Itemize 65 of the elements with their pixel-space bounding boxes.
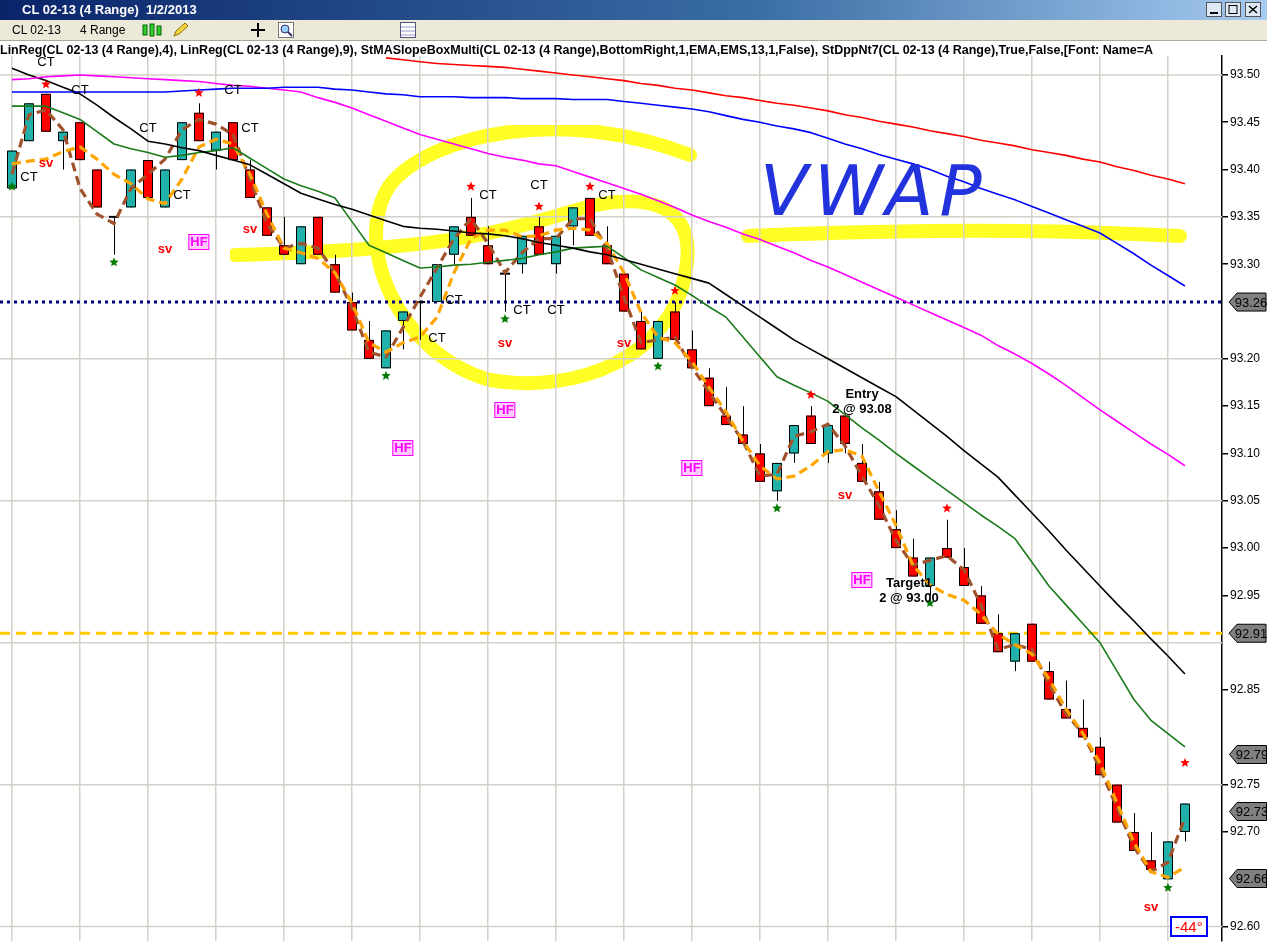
annotation: sv: [497, 335, 513, 350]
point: [806, 389, 816, 399]
ref-line-label: 92.91: [1234, 625, 1267, 641]
candlestick: [942, 519, 952, 559]
y-tick-label: 93.15: [1230, 398, 1261, 413]
text: CL 02-13: [12, 23, 61, 37]
point: [534, 201, 544, 211]
chart-title: CL 02-13 (4 Range) 1/2/2013: [22, 2, 197, 17]
y-tick-label: 92.75: [1230, 776, 1261, 791]
y-tick-label: 92.95: [1230, 587, 1261, 602]
annotation: HF: [188, 234, 210, 250]
point: [381, 370, 391, 380]
candlestick: [500, 272, 510, 312]
y-tick-label: 92.85: [1230, 682, 1261, 697]
annotation: CT: [173, 187, 191, 202]
y-tick-label: 93.05: [1230, 493, 1261, 508]
annotation: CT: [547, 302, 565, 317]
annotation: CT: [513, 302, 531, 317]
point: [466, 181, 476, 191]
y-tick-label: 92.60: [1230, 918, 1261, 933]
annotation: CT: [428, 330, 446, 345]
ref-line-label: 93.26: [1234, 294, 1267, 310]
point: [7, 181, 17, 191]
annotation: CT: [20, 169, 38, 184]
annotation: sv: [38, 155, 54, 170]
point: [500, 314, 510, 324]
candlestick: [58, 131, 68, 171]
annotation: sv: [616, 335, 632, 350]
annotation: CT: [139, 120, 157, 135]
point: [585, 181, 595, 191]
y-tick-label: 93.40: [1230, 161, 1261, 176]
annotation: sv: [1143, 899, 1159, 914]
y-tick-label: 93.50: [1230, 67, 1261, 82]
y-tick-label: 93.30: [1230, 256, 1261, 271]
point: [653, 361, 663, 371]
annotation: sv: [837, 487, 853, 502]
text: 4 Range: [80, 23, 126, 37]
annotation: VWAP: [760, 150, 988, 232]
y-tick-label: 93.10: [1230, 445, 1261, 460]
annotation: HF: [681, 460, 703, 476]
candlestick: [568, 206, 578, 246]
y-tick-label: 93.45: [1230, 114, 1261, 129]
point: [194, 87, 204, 97]
annotation: sv: [242, 221, 258, 236]
annotation: CT: [445, 292, 463, 307]
y-tick-label: 92.70: [1230, 824, 1261, 839]
point: [109, 257, 119, 267]
annotation: CT: [241, 120, 259, 135]
annotation: -44°: [1170, 916, 1208, 937]
annotation: CT: [530, 177, 548, 192]
y-tick-label: 93.00: [1230, 540, 1261, 555]
point: [772, 503, 782, 513]
annotation: HF: [851, 572, 873, 588]
point: [670, 285, 680, 295]
annotation: HF: [392, 440, 414, 456]
y-tick-label: 93.35: [1230, 209, 1261, 224]
annotation: CT: [479, 187, 497, 202]
point: [1180, 757, 1190, 767]
point: [41, 79, 51, 89]
point: [1163, 882, 1173, 892]
annotation: HF: [494, 402, 516, 418]
annotation: sv: [157, 241, 173, 256]
candlestick: [398, 311, 408, 350]
y-tick-label: 93.20: [1230, 351, 1261, 366]
point: [942, 503, 952, 513]
